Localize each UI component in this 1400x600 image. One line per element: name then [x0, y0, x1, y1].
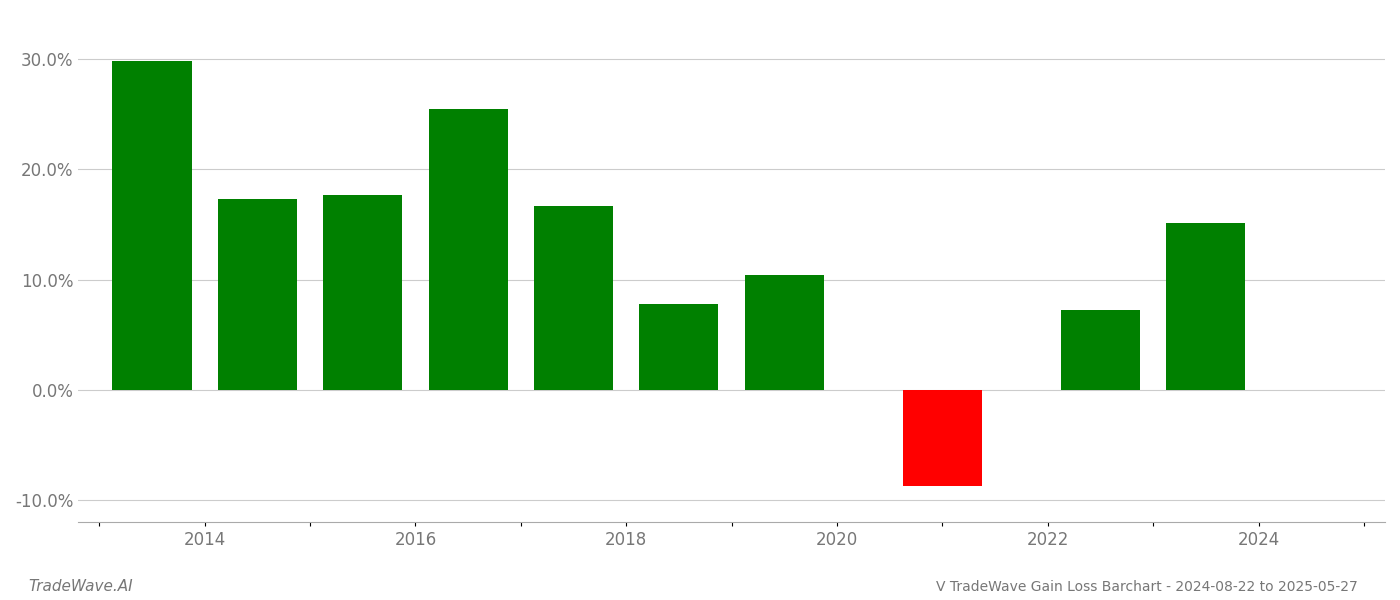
Bar — [323, 194, 402, 390]
Bar — [533, 206, 613, 390]
Text: TradeWave.AI: TradeWave.AI — [28, 579, 133, 594]
Bar — [903, 390, 981, 485]
Bar — [112, 61, 192, 390]
Bar — [1166, 223, 1246, 390]
Text: V TradeWave Gain Loss Barchart - 2024-08-22 to 2025-05-27: V TradeWave Gain Loss Barchart - 2024-08… — [937, 580, 1358, 594]
Bar — [745, 275, 823, 390]
Bar — [640, 304, 718, 390]
Bar — [218, 199, 297, 390]
Bar — [1061, 310, 1140, 390]
Bar — [428, 109, 508, 390]
